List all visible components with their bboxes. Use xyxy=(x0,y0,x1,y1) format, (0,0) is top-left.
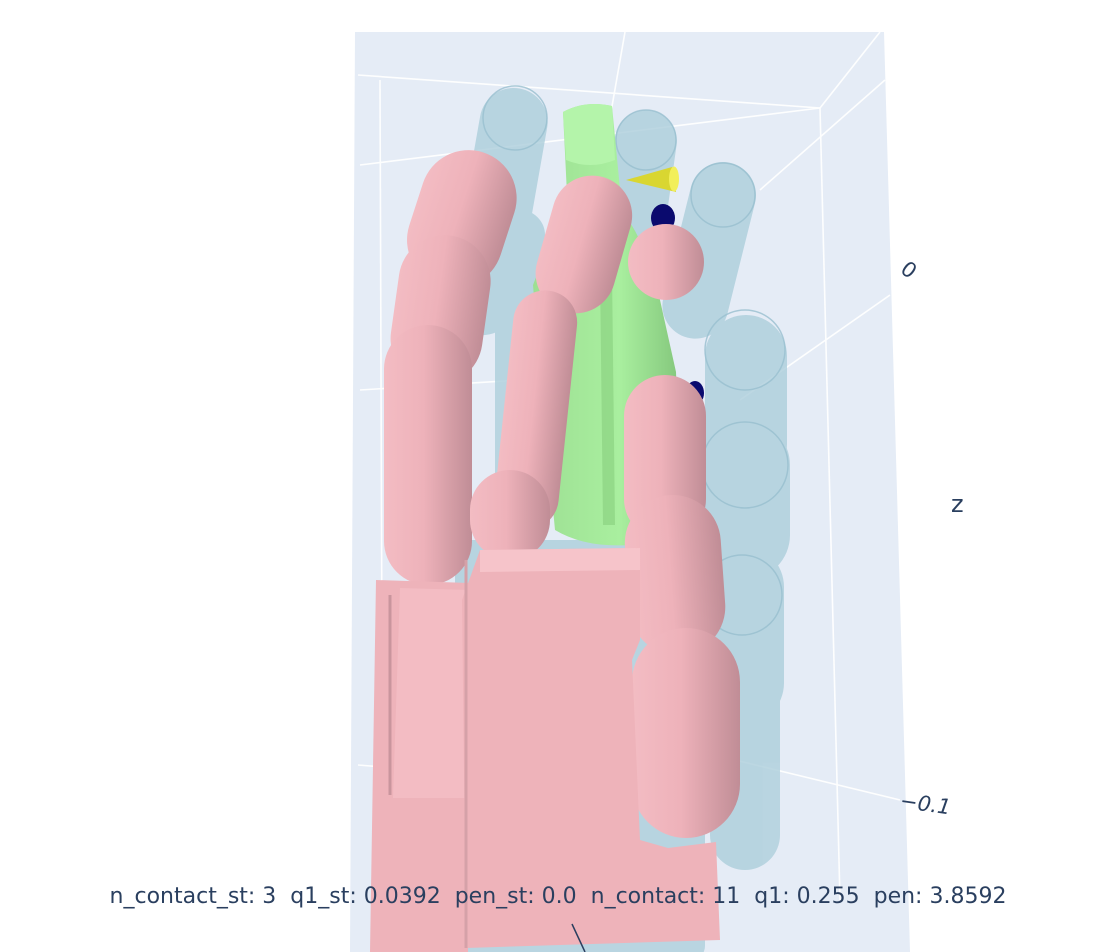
z-axis-title: z xyxy=(951,490,964,518)
ghost-hand-outlines xyxy=(482,85,789,636)
robot-hand xyxy=(370,150,740,952)
status-annotation: n_contact_st: 3 q1_st: 0.0392 pen_st: 0.… xyxy=(109,884,1007,909)
force-cone xyxy=(626,166,679,192)
